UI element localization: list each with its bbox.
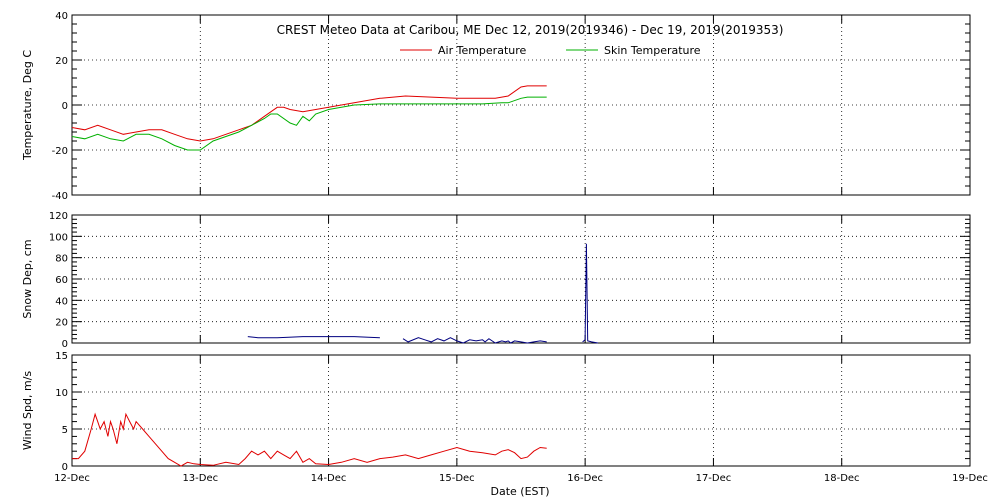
legend-entry: Air Temperature <box>438 44 527 57</box>
y-axis-label: Wind Spd, m/s <box>21 371 34 451</box>
y-tick-label: 100 <box>49 232 68 243</box>
x-tick-label: 19-Dec <box>952 473 988 484</box>
y-tick-label: 20 <box>55 56 68 67</box>
x-tick-label: 17-Dec <box>696 473 732 484</box>
x-tick-label: 18-Dec <box>824 473 860 484</box>
x-tick-label: 16-Dec <box>567 473 603 484</box>
panel-3: 0 5 10 15 Wind Spd, m/s <box>21 351 971 473</box>
x-tick-label: 14-Dec <box>311 473 347 484</box>
y-axis-label: Snow Dep, cm <box>21 239 34 318</box>
y-tick-label: 80 <box>55 254 68 265</box>
y-tick-label: -40 <box>52 191 68 202</box>
y-tick-label: 10 <box>55 388 68 399</box>
y-tick-label: 120 <box>49 211 68 222</box>
panel-2: 0 20 40 60 80 100 120 Snow Dep, cm <box>21 211 971 350</box>
panel-frame <box>71 354 971 467</box>
x-tick-label: 13-Dec <box>182 473 218 484</box>
series-line <box>72 412 547 467</box>
y-tick-label: 20 <box>55 318 68 329</box>
y-tick-label: 15 <box>55 351 68 362</box>
y-tick-label: 60 <box>55 275 68 286</box>
y-tick-label: -20 <box>52 146 68 157</box>
series-line <box>402 337 547 344</box>
y-axis-label: Temperature, Deg C <box>21 50 34 161</box>
y-tick-label: 40 <box>55 11 68 22</box>
series-line-skin-temperature <box>71 96 547 151</box>
x-axis-label: Date (EST) <box>490 485 549 498</box>
y-tick-label: 40 <box>55 296 68 307</box>
x-tick-label: 12-Dec <box>54 473 90 484</box>
series-line <box>582 243 599 344</box>
y-tick-label: 0 <box>62 462 68 473</box>
y-tick-label: 5 <box>62 425 68 436</box>
x-tick-label: 15-Dec <box>439 473 475 484</box>
panel-1: -40 -20 0 20 40 Temperature, Deg C Air Tempera… <box>21 11 971 202</box>
chart-panels: -40 -20 0 20 40 Temperature, Deg C Air Tempera… <box>21 11 988 484</box>
y-tick-label: 0 <box>62 101 68 112</box>
y-tick-label: 0 <box>62 339 68 350</box>
legend-entry: Skin Temperature <box>604 44 701 57</box>
series-line-air-temperature <box>71 85 547 142</box>
series-line <box>247 336 380 339</box>
chart-title: CREST Meteo Data at Caribou, ME Dec 12, … <box>277 23 784 37</box>
